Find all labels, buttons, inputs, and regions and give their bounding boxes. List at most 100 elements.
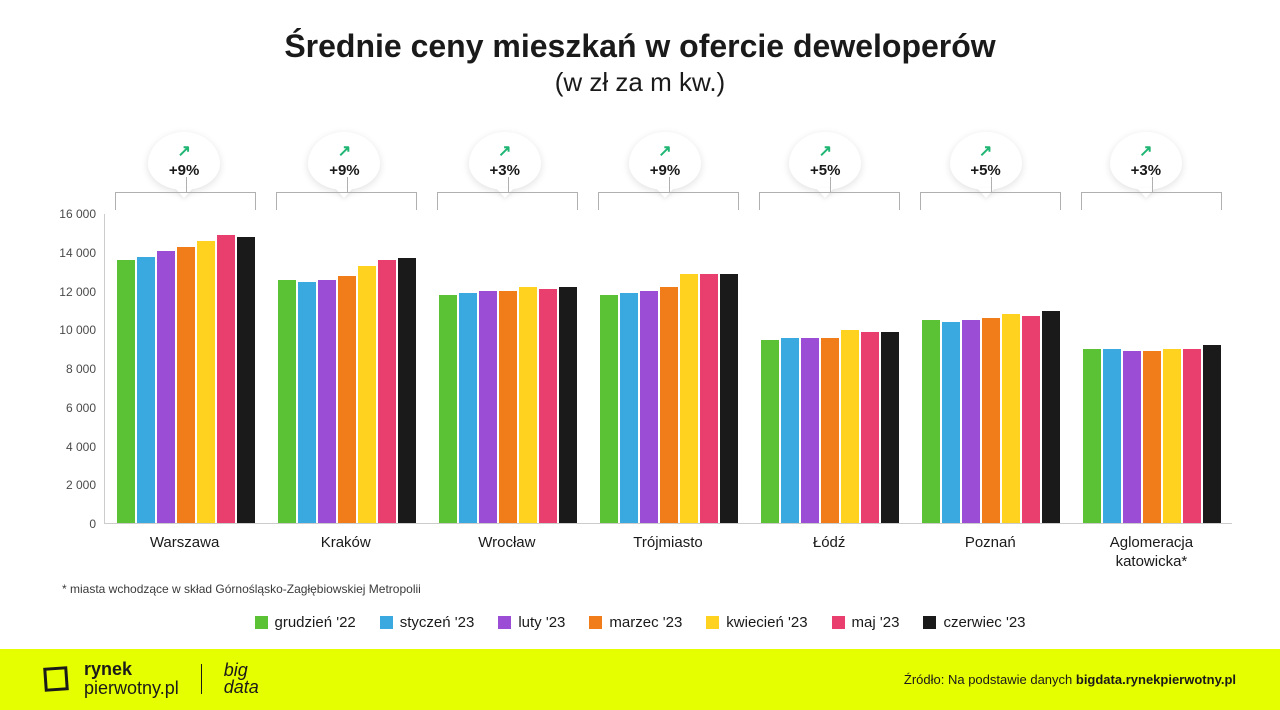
bar xyxy=(982,318,1000,523)
bar xyxy=(439,295,457,523)
x-label: Poznań xyxy=(910,534,1071,572)
chart-container: Średnie ceny mieszkań w ofercie dewelope… xyxy=(0,0,1280,710)
legend-item: luty '23 xyxy=(498,614,565,631)
legend-item: styczeń '23 xyxy=(380,614,475,631)
bar xyxy=(217,235,235,523)
title-block: Średnie ceny mieszkań w ofercie dewelope… xyxy=(0,0,1280,104)
change-badges-row: ↗+9%↗+9%↗+3%↗+9%↗+5%↗+5%↗+3% xyxy=(48,104,1232,190)
bar xyxy=(539,289,557,523)
chart-title: Średnie ceny mieszkań w ofercie dewelope… xyxy=(0,28,1280,65)
bar-group xyxy=(105,214,266,523)
brand-divider xyxy=(201,664,202,694)
trend-up-icon: ↗ xyxy=(819,144,832,160)
bar xyxy=(157,251,175,523)
legend-swatch xyxy=(255,616,268,629)
footer-bar: rynek pierwotny.pl big data Źródło: Na p… xyxy=(0,649,1280,710)
bar xyxy=(1042,311,1060,523)
bar xyxy=(237,237,255,523)
bar xyxy=(720,274,738,523)
change-value: +9% xyxy=(650,162,680,179)
legend-label: czerwiec '23 xyxy=(943,614,1025,631)
legend-item: grudzień '22 xyxy=(255,614,356,631)
x-label: Aglomeracjakatowicka* xyxy=(1071,534,1232,572)
change-badge: ↗+9% xyxy=(629,132,701,190)
legend: grudzień '22 styczeń '23 luty '23 marzec '2… xyxy=(48,596,1232,649)
bar xyxy=(117,260,135,523)
brand-text: rynek pierwotny.pl xyxy=(84,660,179,698)
change-badge: ↗ +3% xyxy=(1110,132,1182,190)
bar xyxy=(137,257,155,524)
bar xyxy=(1203,345,1221,523)
legend-item: czerwiec '23 xyxy=(923,614,1025,631)
footnote: * miasta wchodzące w skład Górnośląsko-Z… xyxy=(62,582,1232,596)
bar-group xyxy=(749,214,910,523)
chart-zone: ↗+9%↗+9%↗+3%↗+9%↗+5%↗+5%↗+3% 02 0004 000… xyxy=(0,104,1280,649)
bar xyxy=(278,280,296,523)
legend-swatch xyxy=(832,616,845,629)
logo-icon xyxy=(43,666,69,692)
brand-bold: rynek xyxy=(84,659,132,679)
bar xyxy=(922,320,940,523)
change-badge: ↗+9% xyxy=(148,132,220,190)
group-bracket xyxy=(1081,192,1222,210)
group-bracket xyxy=(276,192,417,210)
bar xyxy=(942,322,960,523)
bar xyxy=(821,338,839,523)
legend-label: grudzień '22 xyxy=(275,614,356,631)
bar-group xyxy=(427,214,588,523)
brand-suffix: .pl xyxy=(160,678,179,698)
legend-item: marzec '23 xyxy=(589,614,682,631)
change-badge-slot: ↗ +5% xyxy=(905,132,1065,190)
change-badge: ↗+9% xyxy=(308,132,380,190)
bar xyxy=(459,293,477,523)
change-value: +3% xyxy=(489,162,519,179)
source-prefix: Źródło: Na podstawie danych xyxy=(904,672,1076,687)
bar xyxy=(962,320,980,523)
change-badge-slot: ↗+9% xyxy=(264,132,424,190)
group-bracket xyxy=(598,192,739,210)
bar xyxy=(197,241,215,523)
legend-label: kwiecień '23 xyxy=(726,614,807,631)
change-value: +5% xyxy=(970,162,1000,179)
change-value: +3% xyxy=(1131,162,1161,179)
bar xyxy=(640,291,658,523)
bar xyxy=(378,260,396,523)
trend-up-icon: ↗ xyxy=(979,144,992,160)
bar-group xyxy=(910,214,1071,523)
brand-rest: pierwotny xyxy=(84,678,160,698)
change-badge: ↗ +5% xyxy=(950,132,1022,190)
change-badge-slot: ↗+9% xyxy=(585,132,745,190)
bar xyxy=(1022,316,1040,523)
x-label: Trójmiasto xyxy=(587,534,748,572)
legend-label: marzec '23 xyxy=(609,614,682,631)
bigdata-bot: data xyxy=(224,677,259,697)
group-bracket xyxy=(115,192,256,210)
bar xyxy=(781,338,799,523)
bar-group xyxy=(588,214,749,523)
bar xyxy=(358,266,376,523)
x-label: Łódź xyxy=(749,534,910,572)
group-bracket xyxy=(437,192,578,210)
bar xyxy=(1163,349,1181,523)
bar xyxy=(499,291,517,523)
bar xyxy=(841,330,859,523)
x-label: Kraków xyxy=(265,534,426,572)
x-label: Warszawa xyxy=(104,534,265,572)
bar xyxy=(559,287,577,523)
trend-up-icon: ↗ xyxy=(1139,144,1152,160)
bar xyxy=(1002,314,1020,523)
bar xyxy=(298,282,316,523)
legend-label: maj '23 xyxy=(852,614,900,631)
bar xyxy=(318,280,336,523)
legend-label: luty '23 xyxy=(518,614,565,631)
trend-up-icon: ↗ xyxy=(498,144,511,160)
bar xyxy=(660,287,678,523)
group-bracket xyxy=(920,192,1061,210)
bar xyxy=(1103,349,1121,523)
bar xyxy=(881,332,899,523)
bar xyxy=(177,247,195,523)
brand-block: rynek pierwotny.pl big data xyxy=(44,660,259,698)
bar xyxy=(861,332,879,523)
bar-group xyxy=(1071,214,1232,523)
x-axis: WarszawaKrakówWrocławTrójmiastoŁódźPozna… xyxy=(48,534,1232,572)
